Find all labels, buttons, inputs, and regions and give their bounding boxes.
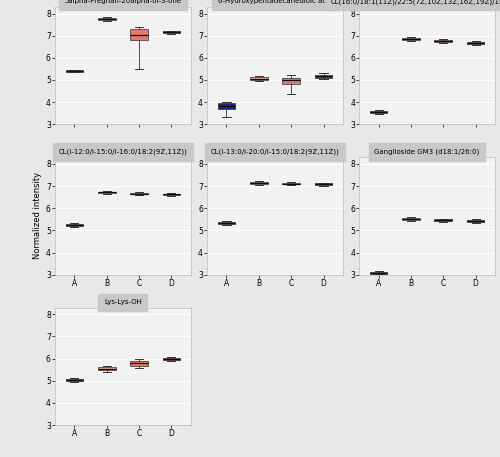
- Bar: [314, 75, 332, 78]
- Bar: [162, 358, 180, 360]
- Bar: [250, 77, 268, 80]
- Title: CL(16:0/18:1(11Z)/22:5(7Z,10Z,13Z,16Z,19Z)/18:1(11: CL(16:0/18:1(11Z)/22:5(7Z,10Z,13Z,16Z,19…: [331, 0, 500, 5]
- Bar: [466, 42, 484, 44]
- Bar: [370, 111, 388, 113]
- Bar: [218, 103, 236, 109]
- Bar: [162, 31, 180, 33]
- Bar: [370, 272, 388, 274]
- Bar: [282, 183, 300, 185]
- Bar: [130, 29, 148, 40]
- Title: CL(i-13:0/i-20:0/i-15:0/18:2(9Z,11Z)): CL(i-13:0/i-20:0/i-15:0/18:2(9Z,11Z)): [210, 149, 340, 155]
- Bar: [98, 192, 116, 193]
- Title: Lys-Lys-OH: Lys-Lys-OH: [104, 299, 142, 305]
- Bar: [402, 38, 420, 40]
- Bar: [402, 218, 420, 220]
- Bar: [466, 220, 484, 222]
- Y-axis label: Normalized intensity: Normalized intensity: [33, 172, 42, 260]
- Bar: [250, 182, 268, 184]
- Bar: [434, 219, 452, 221]
- Bar: [66, 224, 84, 226]
- Title: 5alpha-Pregnan-20alpha-ol-3-one: 5alpha-Pregnan-20alpha-ol-3-one: [64, 0, 182, 5]
- Bar: [314, 183, 332, 185]
- Bar: [130, 193, 148, 194]
- Bar: [66, 70, 84, 72]
- Title: CL(i-12:0/i-15:0/i-16:0/18:2(9Z,11Z)): CL(i-12:0/i-15:0/i-16:0/18:2(9Z,11Z)): [58, 149, 188, 155]
- Bar: [434, 40, 452, 42]
- Title: 6-Hydroxypentadecanedioic acid: 6-Hydroxypentadecanedioic acid: [218, 0, 332, 5]
- Title: Ganglioside GM3 (d18:1/26:0): Ganglioside GM3 (d18:1/26:0): [374, 149, 480, 155]
- Bar: [162, 194, 180, 195]
- Bar: [282, 78, 300, 84]
- Bar: [130, 361, 148, 366]
- Bar: [218, 222, 236, 224]
- Bar: [98, 18, 116, 20]
- Bar: [66, 379, 84, 381]
- Bar: [98, 367, 116, 371]
